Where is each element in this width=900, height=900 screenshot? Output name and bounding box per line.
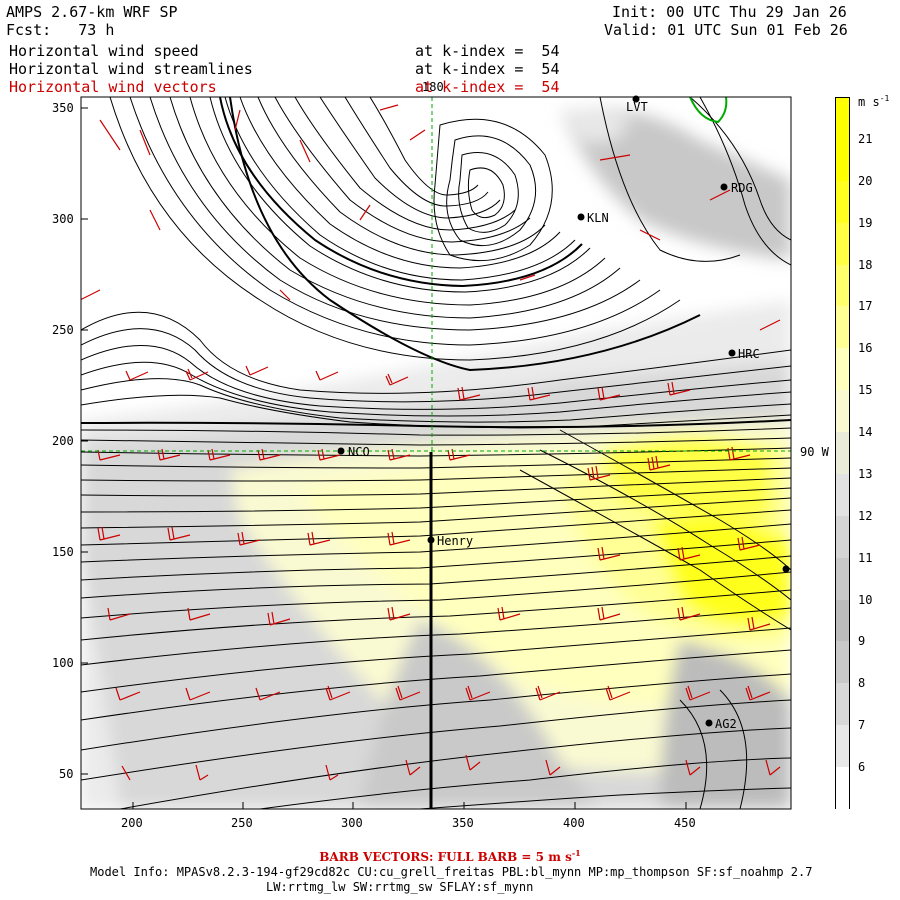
x-tick-250: 250 [231, 816, 253, 830]
colorbar-band [836, 641, 849, 684]
model-info-line2: LW:rrtmg_lw SW:rrtmg_sw SFLAY:sf_mynn [266, 880, 534, 894]
colorbar-labels: 21 20 19 18 17 16 15 14 13 12 11 10 9 8 7 6 [858, 97, 898, 809]
station-ag2 [705, 719, 713, 727]
y-tick-50: 50 [59, 767, 74, 781]
colorbar-label: 16 [858, 341, 873, 356]
colorbar-band [836, 515, 849, 558]
streamlines-bold [81, 97, 791, 429]
colorbar-band [836, 264, 849, 307]
model-title: AMPS 2.67-km WRF SP [6, 3, 178, 21]
y-tick-150: 150 [52, 545, 74, 559]
colorbar-band [836, 306, 849, 349]
station-hrc [728, 349, 736, 357]
y-tick-250: 250 [52, 323, 74, 337]
y-tick-300: 300 [52, 212, 74, 226]
barb-note: BARB VECTORS: FULL BARB = 5 m s-1 [319, 848, 581, 864]
station-markers [337, 95, 790, 727]
colorbar-label: 18 [858, 257, 873, 272]
plot-frame [80, 96, 792, 810]
x-tick-300: 300 [341, 816, 363, 830]
colorbar-band [836, 473, 849, 516]
colorbar-units: m s-1 [858, 94, 890, 109]
x-tick-200: 200 [121, 816, 143, 830]
colorbar-band [836, 348, 849, 391]
station-kln [577, 213, 585, 221]
coastline [689, 97, 728, 124]
valid-time: Valid: 01 UTC Sun 01 Feb 26 [604, 21, 848, 39]
y-tick-200: 200 [52, 434, 74, 448]
colorbar-label: 6 [858, 760, 866, 775]
colorbar-label: 9 [858, 634, 866, 649]
colorbar-label: 17 [858, 299, 873, 314]
axis-ticks [81, 107, 687, 809]
y-tick-350: 350 [52, 101, 74, 115]
station-rdg [720, 183, 728, 191]
colorbar-label: 12 [858, 508, 873, 523]
wind-barbs [81, 104, 781, 781]
field-streamlines: Horizontal wind streamlines [9, 60, 253, 78]
station-label-ag2: AG2 [715, 717, 737, 731]
station-label-kln: KLN [587, 211, 609, 225]
colorbar-band [836, 725, 849, 768]
colorbar-label: 15 [858, 383, 873, 398]
station-label-rdg: RDG [731, 181, 753, 195]
field-wind-speed: Horizontal wind speed [9, 42, 199, 60]
colorbar-label: 20 [858, 173, 873, 188]
colorbar-band [836, 432, 849, 474]
parallel-label: 90 W [800, 445, 829, 459]
station-label-hrc: HRC [738, 347, 760, 361]
station-unnamed [782, 565, 790, 573]
station-lvt [632, 95, 640, 103]
station-henry [427, 536, 435, 544]
forecast-hour: Fcst: 73 h [6, 21, 115, 39]
colorbar-label: 14 [858, 425, 873, 440]
colorbar-label: 19 [858, 215, 873, 230]
colorbar-band [836, 767, 849, 809]
colorbar-band [836, 98, 849, 140]
colorbar-label: 11 [858, 550, 873, 565]
colorbar-label: 13 [858, 466, 873, 481]
y-tick-100: 100 [52, 656, 74, 670]
colorbar-band [836, 222, 849, 265]
station-nco [337, 447, 345, 455]
colorbar-label: 7 [858, 718, 866, 733]
colorbar-band [836, 138, 849, 181]
colorbar-band [836, 557, 849, 600]
x-tick-450: 450 [674, 816, 696, 830]
station-label-lvt: LVT [626, 100, 648, 114]
field-vectors-level: at k-index = 54 [415, 78, 560, 96]
meridian-label: 180 [422, 80, 444, 94]
station-label-nco: NCO [348, 445, 370, 459]
colorbar-band [836, 180, 849, 223]
colorbar-label: 8 [858, 676, 866, 691]
x-tick-400: 400 [563, 816, 585, 830]
colorbar-label: 10 [858, 592, 873, 607]
colorbar-band [836, 599, 849, 642]
model-info: Model Info: MPASv8.2.3-194-gf29cd82c CU:… [90, 865, 813, 879]
field-wind-speed-level: at k-index = 54 [415, 42, 560, 60]
colorbar-band [836, 390, 849, 433]
colorbar [835, 97, 850, 809]
wind-speed-fill [81, 108, 791, 809]
init-time: Init: 00 UTC Thu 29 Jan 26 [612, 3, 847, 21]
field-streamlines-level: at k-index = 54 [415, 60, 560, 78]
colorbar-band [836, 683, 849, 726]
station-label-henry: Henry [437, 534, 474, 548]
colorbar-label: 21 [858, 131, 873, 146]
field-vectors: Horizontal wind vectors [9, 78, 217, 96]
x-tick-350: 350 [452, 816, 474, 830]
